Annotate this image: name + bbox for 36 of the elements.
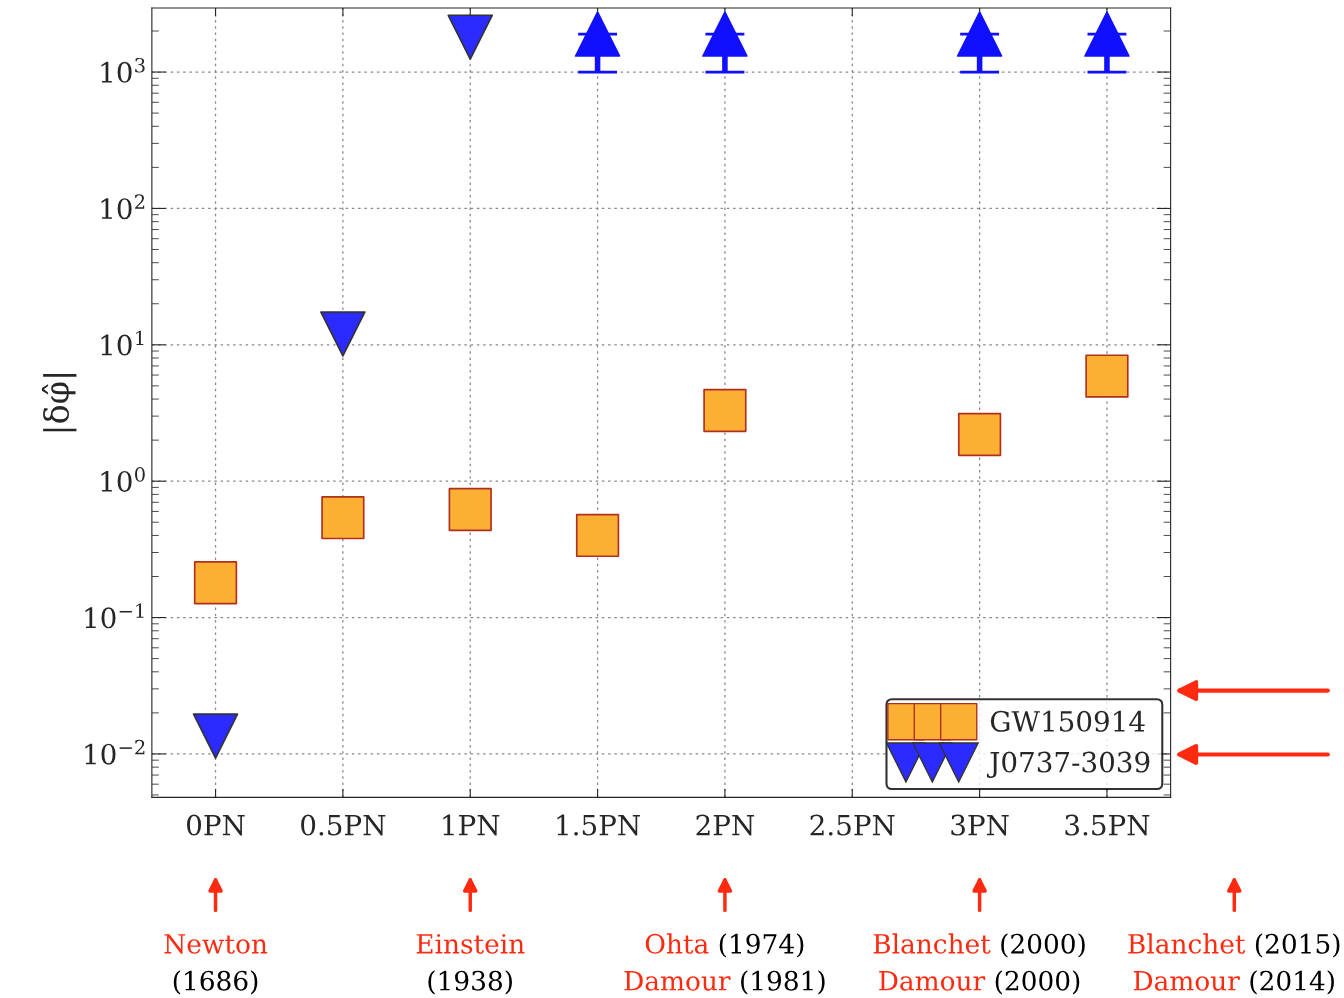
- point: [447, 14, 494, 61]
- y-tick-label: 10$^{3}$: [101, 57, 145, 83]
- point: [321, 496, 365, 540]
- y-axis-title: |δφ̂|: [41, 374, 77, 432]
- point: [957, 412, 1002, 457]
- y-tick-label: 10$^{0}$: [101, 467, 145, 492]
- text: Ohta (1974) Damour (1981): [624, 933, 825, 995]
- text: Blanchet (2000) Damour (2000): [873, 933, 1085, 995]
- point: [1084, 11, 1130, 57]
- legend-label: GW150914: [990, 710, 1145, 732]
- x-tick-label: 0PN: [187, 814, 245, 836]
- y-tick-label: 10$^{−2}$: [85, 739, 145, 765]
- x-tick-label: 0.5PN: [301, 814, 386, 836]
- point: [956, 11, 1003, 57]
- point: [1085, 354, 1129, 398]
- text: Einstein (1938): [416, 933, 525, 995]
- point: [703, 388, 747, 433]
- y-tick-label: 10$^{2}$: [101, 194, 145, 220]
- x-tick-label: 1.5PN: [557, 814, 640, 836]
- point: [192, 713, 239, 759]
- text: Blanchet (2015) Damour (2014): [1128, 933, 1340, 995]
- x-tick-label: 2PN: [696, 814, 755, 836]
- point: [320, 311, 366, 357]
- x-tick-label: 1PN: [443, 814, 500, 836]
- y-tick-label: 10$^{1}$: [101, 330, 144, 356]
- legend-label: J0737-3039: [986, 751, 1150, 778]
- y-tick-label: 10$^{−1}$: [85, 603, 144, 629]
- point: [448, 487, 492, 532]
- point: [575, 513, 620, 558]
- point: [574, 11, 621, 57]
- point: [702, 11, 748, 57]
- x-tick-label: 3PN: [951, 814, 1009, 836]
- x-tick-label: 2.5PN: [810, 814, 895, 836]
- point: [193, 561, 238, 605]
- x-tick-label: 3.5PN: [1065, 814, 1150, 836]
- text: Newton (1686): [164, 934, 268, 995]
